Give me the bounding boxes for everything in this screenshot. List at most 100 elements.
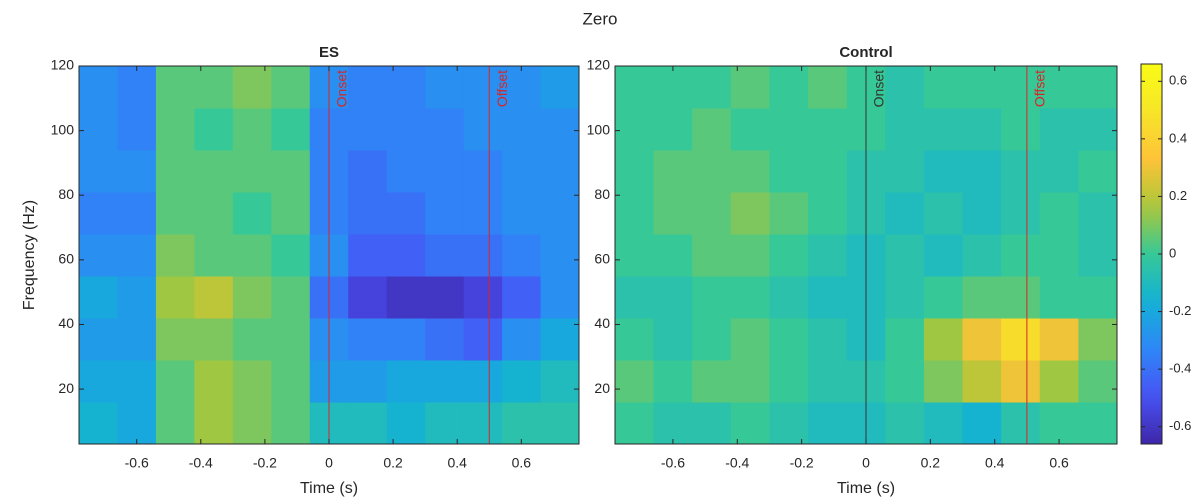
heatmap-cell xyxy=(155,150,195,193)
heatmap-cell xyxy=(885,150,925,193)
heatmap-cell xyxy=(386,402,426,445)
heatmap-cell xyxy=(425,276,465,319)
heatmap-cell xyxy=(155,318,195,361)
heatmap-cell xyxy=(502,318,542,361)
heatmap-cell xyxy=(962,192,1002,235)
heatmap-cell xyxy=(615,150,655,193)
heatmap-cell xyxy=(923,402,964,445)
event-label: Offset xyxy=(494,70,510,107)
x-tick-label: 0.4 xyxy=(985,455,1005,471)
heatmap-cell xyxy=(194,318,234,361)
heatmap-cell xyxy=(1078,66,1118,109)
heatmap-cell xyxy=(271,276,311,319)
event-label: Onset xyxy=(871,70,887,107)
x-tick-label: 0 xyxy=(862,455,870,471)
heatmap-cell xyxy=(232,360,272,403)
heatmap-cell xyxy=(769,402,809,445)
heatmap-cell xyxy=(463,66,503,109)
heatmap-cell xyxy=(502,108,542,151)
heatmap-cell xyxy=(155,234,195,277)
heatmap-cell xyxy=(1078,402,1118,445)
heatmap-cell xyxy=(463,150,503,193)
heatmap-cell xyxy=(1001,402,1041,445)
heatmap-cell xyxy=(155,66,195,109)
heatmap-cell xyxy=(730,318,770,361)
heatmap-cell xyxy=(923,108,964,151)
heatmap-cell xyxy=(769,66,809,109)
x-tick-label: 0.6 xyxy=(512,455,532,471)
heatmap-cell xyxy=(540,402,580,445)
heatmap-cell xyxy=(730,108,770,151)
heatmap-cell xyxy=(271,318,311,361)
heatmap-cell xyxy=(540,66,580,109)
y-tick-label: 120 xyxy=(51,57,75,73)
heatmap-cell xyxy=(653,360,693,403)
heatmap-cell xyxy=(463,192,503,235)
heatmap-cell xyxy=(425,108,465,151)
heatmap-cell xyxy=(271,150,311,193)
heatmap-cell xyxy=(923,66,964,109)
heatmap-cell xyxy=(808,192,848,235)
colorbar-tick-label: 0.4 xyxy=(1169,130,1187,145)
heatmap-cell xyxy=(540,150,580,193)
heatmap-cell xyxy=(348,150,388,193)
heatmap-cell xyxy=(348,192,388,235)
heatmap-cell xyxy=(923,276,964,319)
y-tick-label: 20 xyxy=(58,380,74,396)
heatmap-cell xyxy=(885,66,925,109)
heatmap-cell xyxy=(194,402,234,445)
heatmap-cell xyxy=(923,318,964,361)
x-tick-label: 0.2 xyxy=(383,455,403,471)
heatmap-cell xyxy=(730,276,770,319)
heatmap-cell xyxy=(615,66,655,109)
heatmap-cell xyxy=(1039,402,1079,445)
heatmap-cell xyxy=(1039,150,1079,193)
heatmap-cell xyxy=(271,66,311,109)
heatmap-cell xyxy=(962,402,1002,445)
heatmap-cell xyxy=(463,234,503,277)
heatmap-cell xyxy=(348,360,388,403)
heatmap-cell xyxy=(463,318,503,361)
heatmap-cell xyxy=(194,360,234,403)
heatmap-cell xyxy=(348,318,388,361)
heatmap-cell xyxy=(1001,150,1041,193)
heatmap-cell xyxy=(117,360,157,403)
heatmap-cell xyxy=(540,234,580,277)
heatmap-cell xyxy=(653,276,693,319)
heatmap-cell xyxy=(769,360,809,403)
heatmap-cell xyxy=(653,192,693,235)
heatmap-cell xyxy=(386,192,426,235)
heatmap-cell xyxy=(1001,108,1041,151)
heatmap-cell xyxy=(502,192,542,235)
chart-title: ES xyxy=(319,44,339,61)
heatmap-cell xyxy=(502,66,542,109)
heatmap-cell xyxy=(692,108,732,151)
heatmap-cell xyxy=(348,66,388,109)
heatmap-cell xyxy=(79,234,118,277)
heatmap-cell xyxy=(923,234,964,277)
heatmap-cell xyxy=(79,360,118,403)
heatmap-cell xyxy=(425,234,465,277)
heatmap-cell xyxy=(808,318,848,361)
heatmap-cell xyxy=(232,66,272,109)
heatmap-cell xyxy=(117,192,157,235)
y-tick-label: 60 xyxy=(594,251,610,267)
y-tick-label: 80 xyxy=(58,186,74,202)
y-tick-label: 60 xyxy=(58,251,74,267)
heatmap-cell xyxy=(962,276,1002,319)
heatmap-cell xyxy=(923,360,964,403)
heatmap-cell xyxy=(463,276,503,319)
heatmap-cell xyxy=(1039,192,1079,235)
heatmap-cell xyxy=(502,276,542,319)
heatmap-cell xyxy=(923,192,964,235)
heatmap-cell xyxy=(769,192,809,235)
heatmap-cell xyxy=(653,234,693,277)
heatmap-cell xyxy=(232,150,272,193)
heatmap-cell xyxy=(653,150,693,193)
heatmap-cell xyxy=(194,108,234,151)
heatmap-cell xyxy=(271,108,311,151)
colorbar-tick-label: -0.2 xyxy=(1169,303,1191,318)
heatmap-cell xyxy=(808,360,848,403)
heatmap-cell xyxy=(615,192,655,235)
